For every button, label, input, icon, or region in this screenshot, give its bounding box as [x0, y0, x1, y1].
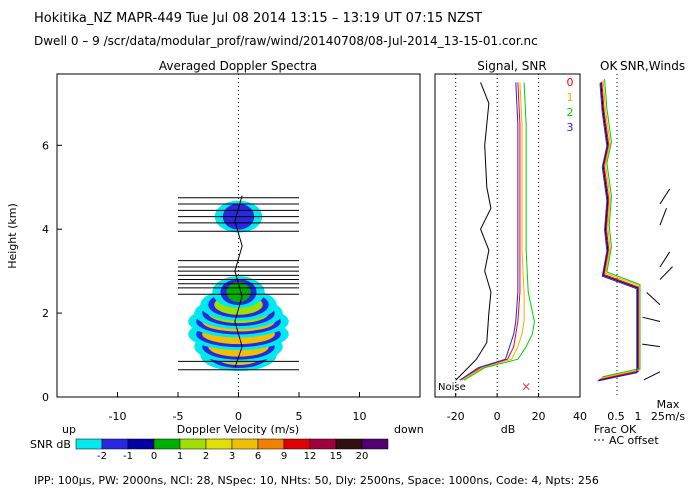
wind-scale-label: Max 25m/s [651, 398, 685, 423]
wind-scale-line: 25m/s [651, 410, 685, 423]
noise-label: Noise [438, 382, 466, 393]
x-tick-label: 0 [235, 410, 242, 423]
wind-vector [646, 292, 661, 306]
winds-snr-trace [599, 81, 640, 380]
footer-params: IPP: 100µs, PW: 2000ns, NCI: 28, NSpec: … [34, 474, 599, 487]
noise-marker: × [521, 380, 531, 394]
spectra-plot [178, 74, 299, 397]
winds-snr-trace [602, 78, 641, 378]
spectra-axes: -10 -5 0 5 10 0 2 4 6 [42, 139, 367, 423]
y-tick-label: 4 [42, 223, 49, 236]
colorbar-tick-label: -2 [97, 451, 107, 462]
wind-vector [642, 343, 661, 348]
signal-plot: × [455, 74, 540, 397]
signal-frame [434, 73, 581, 398]
page-title: Hokitika_NZ MAPR-449 Tue Jul 08 2014 13:… [34, 11, 483, 26]
signal-series-2 [463, 82, 535, 381]
colorbar-swatch [127, 438, 155, 450]
y-tick-label: 2 [42, 307, 49, 320]
spectrum-band [226, 282, 251, 303]
height-axis-label: Height (km) [6, 203, 19, 269]
colorbar-swatch [335, 438, 363, 450]
wind-vector [659, 188, 671, 205]
wind-vector [642, 316, 661, 322]
spectra-title: Averaged Doppler Spectra [159, 59, 317, 73]
colorbar-swatch [75, 438, 103, 450]
legend-entry-2: 2 [567, 106, 574, 119]
colorbar-swatch [257, 438, 285, 450]
down-label: down [394, 423, 424, 436]
colorbar-tick-label: 15 [330, 451, 343, 462]
winds-plot [597, 74, 673, 397]
winds-x-tick-label: 0.5 [607, 410, 625, 423]
x-tick-label: -5 [173, 410, 184, 423]
signal-title: Signal, SNR [477, 59, 546, 73]
signal-x-tick-label: -20 [447, 410, 465, 423]
colorbar-swatch [283, 438, 311, 450]
signal-series-3 [459, 82, 519, 381]
colorbar-swatch [153, 438, 181, 450]
legend-entry-3: 3 [567, 121, 574, 134]
winds-series-frac_ok [598, 82, 639, 381]
colorbar-tick-label: 1 [177, 451, 183, 462]
signal-legend: 0 1 2 3 [567, 76, 574, 134]
colorbar-tick-label: 3 [229, 451, 235, 462]
ok-label: OK [600, 59, 618, 73]
wind-vector [659, 266, 673, 280]
colorbar-tick-label: 12 [304, 451, 317, 462]
colorbar-tick-label: 20 [356, 451, 369, 462]
signal-xlabel: dB [501, 423, 516, 436]
signal-series-noise [455, 82, 492, 381]
up-label: up [62, 423, 76, 436]
wind-vector [659, 251, 671, 268]
colorbar-swatch [179, 438, 207, 450]
wind-vector [659, 208, 667, 226]
signal-x-tick-label: 20 [532, 410, 546, 423]
colorbar-tick-label: 0 [151, 451, 157, 462]
wind-scale-line: Max [657, 398, 680, 411]
colorbar-swatch [309, 438, 337, 450]
colorbar-tick-label: 2 [203, 451, 209, 462]
y-tick-label: 6 [42, 139, 49, 152]
colorbar-swatch [101, 438, 129, 450]
colorbar-swatch [361, 438, 389, 450]
wind-vector [643, 371, 661, 381]
colorbar-tick-label: 6 [255, 451, 261, 462]
x-tick-label: 5 [296, 410, 303, 423]
colorbar-swatch [205, 438, 233, 450]
colorbar-label: SNR dB [30, 438, 71, 451]
frac-ok-label: Frac OK [594, 423, 637, 436]
winds-title: SNR,Winds [620, 59, 685, 73]
signal-series-0 [459, 82, 521, 381]
y-tick-label: 0 [42, 391, 49, 404]
x-tick-label: -10 [109, 410, 127, 423]
winds-x-tick-label: 1 [635, 410, 642, 423]
dwell-info: Dwell 0 – 9 /scr/data/modular_prof/raw/w… [34, 34, 538, 48]
velocity-axis-label: Doppler Velocity (m/s) [177, 423, 299, 436]
signal-x-tick-label: 40 [573, 410, 587, 423]
legend-entry-1: 1 [567, 91, 574, 104]
colorbar: -2 -1 0 1 2 3 6 9 12 15 20 [75, 438, 389, 462]
colorbar-tick-label: 9 [281, 451, 287, 462]
signal-axes: -20 0 20 40 [447, 393, 587, 423]
ac-offset-legend: AC offset [594, 434, 659, 447]
x-tick-label: 10 [353, 410, 367, 423]
colorbar-tick-label: -1 [123, 451, 133, 462]
winds-axes: 0.5 1 [607, 410, 641, 423]
winds-snr-trace [597, 83, 638, 382]
signal-series-1 [461, 82, 525, 381]
signal-x-tick-label: 0 [494, 410, 501, 423]
legend-entry-0: 0 [567, 76, 574, 89]
colorbar-swatch [231, 438, 259, 450]
ac-offset-label: AC offset [609, 434, 659, 447]
